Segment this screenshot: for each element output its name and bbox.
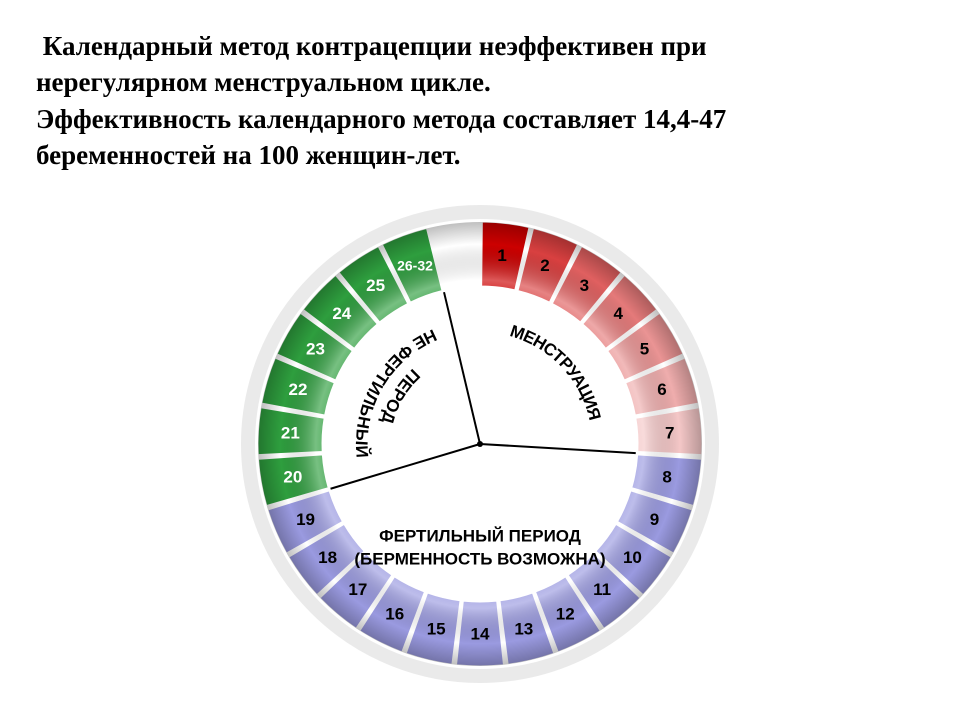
segment-label: 8 [662, 467, 671, 486]
segment-label: 1 [497, 246, 506, 265]
segment-label: 17 [348, 580, 367, 599]
phase-label: Фертильный период [379, 526, 581, 545]
segment-label: 25 [366, 276, 385, 295]
heading-line-4: беременностей на 100 женщин-лет. [36, 140, 461, 170]
heading-text: Календарный метод контрацепции неэффекти… [0, 0, 960, 184]
heading-line-3: Эффективность календарного метода состав… [36, 104, 726, 134]
segment-label: 22 [289, 380, 308, 399]
segment-label: 21 [281, 423, 300, 442]
segment-label: 18 [318, 548, 337, 567]
segment-label: 6 [657, 380, 666, 399]
phase-label: (берменность возможна) [354, 549, 605, 568]
heading-line-1: Календарный метод контрацепции неэффекти… [36, 31, 707, 61]
segment-label: 12 [556, 604, 575, 623]
chart-container: 1234567891011121314151617181920212223242… [0, 184, 960, 709]
segment-label: 10 [623, 548, 642, 567]
segment-label: 7 [665, 423, 674, 442]
segment-label: 3 [580, 276, 589, 295]
segment-label: 20 [283, 467, 302, 486]
segment-label: 24 [332, 304, 351, 323]
segment-label: 15 [427, 619, 446, 638]
segment-label: 5 [640, 339, 649, 358]
segment-label: 26-32 [397, 257, 433, 273]
segment-label: 23 [306, 339, 325, 358]
segment-label: 14 [471, 624, 490, 643]
segment-label: 11 [593, 580, 611, 599]
heading-line-2: нерегулярном менструальном цикле. [36, 67, 491, 97]
segment-label: 4 [613, 304, 623, 323]
segment-label: 19 [296, 510, 315, 529]
segment-label: 2 [540, 256, 549, 275]
cycle-donut-chart: 1234567891011121314151617181920212223242… [220, 184, 740, 704]
segment-label: 9 [650, 510, 659, 529]
segment-label: 16 [385, 604, 404, 623]
segment-label: 13 [514, 619, 533, 638]
